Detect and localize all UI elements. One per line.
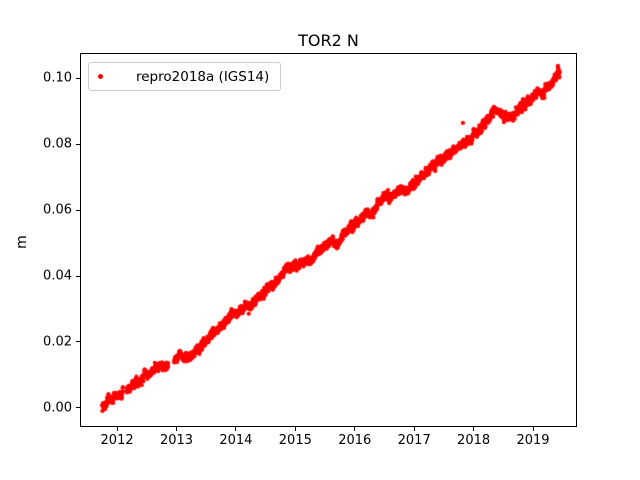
y-tick-label: 0.06 [43, 202, 72, 218]
y-tick-label: 0.02 [43, 334, 72, 350]
legend: repro2018a (IGS14) [88, 62, 281, 91]
y-tick [76, 209, 80, 211]
y-tick-label: 0.00 [43, 400, 72, 416]
plot-area [80, 53, 577, 427]
legend-marker-icon [98, 74, 103, 79]
x-tick-label: 2019 [516, 433, 550, 448]
x-tick-label: 2017 [397, 433, 431, 448]
y-tick [76, 77, 80, 79]
x-tick [294, 427, 296, 431]
y-axis-label: m [14, 235, 30, 249]
x-tick [235, 427, 237, 431]
chart-title: TOR2 N [298, 31, 359, 50]
x-tick [473, 427, 475, 431]
x-tick [176, 427, 177, 431]
y-tick-label: 0.10 [43, 70, 72, 86]
x-tick [354, 427, 356, 431]
y-tick [76, 143, 80, 145]
x-tick-label: 2014 [219, 433, 253, 448]
y-tick-label: 0.04 [43, 268, 72, 284]
x-tick-label: 2016 [338, 433, 372, 448]
x-tick [413, 427, 415, 431]
x-tick-label: 2018 [457, 433, 491, 448]
x-tick-label: 2012 [100, 433, 134, 448]
y-tick [76, 407, 80, 409]
x-tick [532, 427, 534, 431]
legend-label: repro2018a (IGS14) [136, 68, 270, 85]
y-tick-label: 0.08 [43, 136, 72, 152]
x-tick-label: 2013 [159, 433, 194, 448]
x-tick-label: 2015 [278, 433, 312, 448]
y-tick [76, 275, 80, 277]
y-tick [76, 341, 80, 343]
x-tick [116, 427, 118, 431]
